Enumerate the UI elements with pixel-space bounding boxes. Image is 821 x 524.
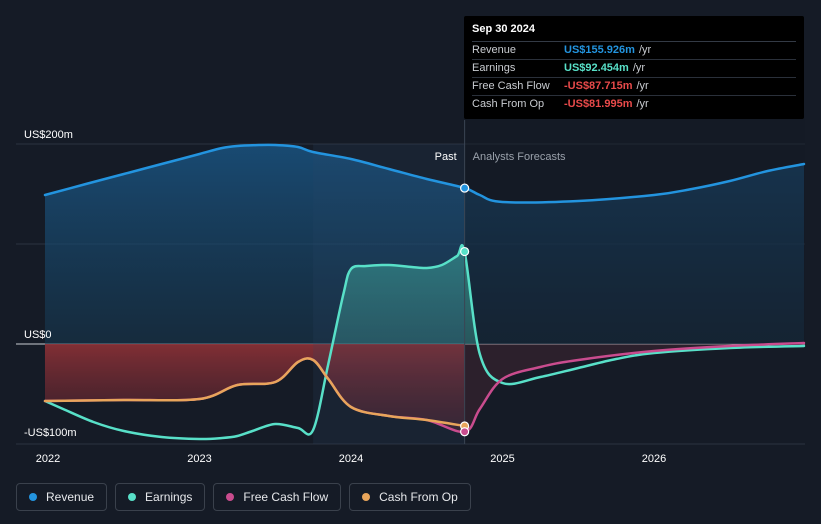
- legend-dot-icon: [226, 493, 235, 501]
- earnings-point: [460, 246, 470, 257]
- tooltip-label: Free Cash Flow: [472, 80, 550, 92]
- tooltip-value: US$92.454m: [564, 62, 629, 74]
- legend-label: Cash From Op: [379, 490, 458, 504]
- y-axis-labels: US$200m US$0 -US$100m: [24, 129, 77, 439]
- legend-dot-icon: [128, 493, 137, 501]
- forecast-negative-area: [44, 343, 805, 432]
- legend-dot-icon: [362, 493, 371, 501]
- tooltip-row-revenue: Revenue US$155.926m/yr: [472, 42, 796, 60]
- tooltip-unit: /yr: [632, 62, 646, 74]
- tooltip-unit: /yr: [636, 80, 649, 92]
- tooltip-row-free-cash-flow: Free Cash Flow -US$87.715m/yr: [472, 78, 796, 96]
- highlight-points: [460, 183, 470, 437]
- tooltip-value: -US$87.715m: [564, 80, 633, 92]
- x-axis-labels: 2022 2023 2024 2025 2026: [36, 453, 666, 465]
- x-label-2023: 2023: [187, 453, 211, 465]
- tooltip-unit: /yr: [638, 44, 652, 56]
- x-label-2024: 2024: [339, 453, 363, 465]
- revenue-point: [460, 183, 470, 193]
- x-label-2022: 2022: [36, 453, 60, 465]
- tooltip: Sep 30 2024 Revenue US$155.926m/yr Earning…: [464, 16, 804, 119]
- revenue-area: [44, 144, 805, 344]
- x-label-2025: 2025: [490, 453, 514, 465]
- legend-dot-icon: [29, 493, 37, 501]
- legend-label: Earnings: [145, 490, 193, 504]
- forecast-label: Analysts Forecasts: [473, 151, 566, 163]
- tooltip-date: Sep 30 2024: [472, 23, 796, 42]
- legend-label: Free Cash Flow: [243, 490, 329, 504]
- y-label-0: US$200m: [24, 129, 73, 141]
- legend-free-cash-flow[interactable]: Free Cash Flow: [213, 483, 342, 511]
- revenue-line: [43, 143, 806, 204]
- legend-earnings[interactable]: Earnings: [115, 483, 206, 511]
- forecast-dim: [464, 114, 805, 344]
- x-label-2026: 2026: [642, 453, 666, 465]
- free-cash-flow-point: [460, 427, 470, 437]
- earnings-positive-area: [44, 245, 804, 344]
- legend-label: Revenue: [46, 490, 95, 504]
- tooltip-label: Revenue: [472, 44, 517, 56]
- tooltip-value: US$155.926m: [564, 44, 635, 56]
- tooltip-unit: /yr: [636, 98, 649, 110]
- y-label-1: US$0: [24, 329, 52, 341]
- past-label: Past: [435, 151, 457, 163]
- legend-cash-from-op[interactable]: Cash From Op: [349, 483, 471, 511]
- legend-revenue[interactable]: Revenue: [16, 483, 108, 511]
- chart: Past Analysts Forecasts US$200m US$0 -US$1…: [16, 114, 806, 465]
- series-lines: [43, 143, 806, 441]
- series-areas: [44, 114, 805, 432]
- tooltip-value: -US$81.995m: [564, 98, 633, 110]
- legend: Revenue Earnings Free Cash Flow Cash From O…: [16, 483, 471, 511]
- tooltip-row-earnings: Earnings US$92.454m/yr: [472, 60, 796, 78]
- y-label-2: -US$100m: [24, 427, 77, 439]
- tooltip-label: Earnings: [472, 62, 516, 74]
- earnings-line: [43, 244, 806, 441]
- cash-from-op-line: [43, 357, 466, 428]
- tooltip-row-cash-from-op: Cash From Op -US$81.995m/yr: [472, 96, 796, 113]
- past-shade: [313, 144, 465, 444]
- tooltip-label: Cash From Op: [472, 98, 545, 110]
